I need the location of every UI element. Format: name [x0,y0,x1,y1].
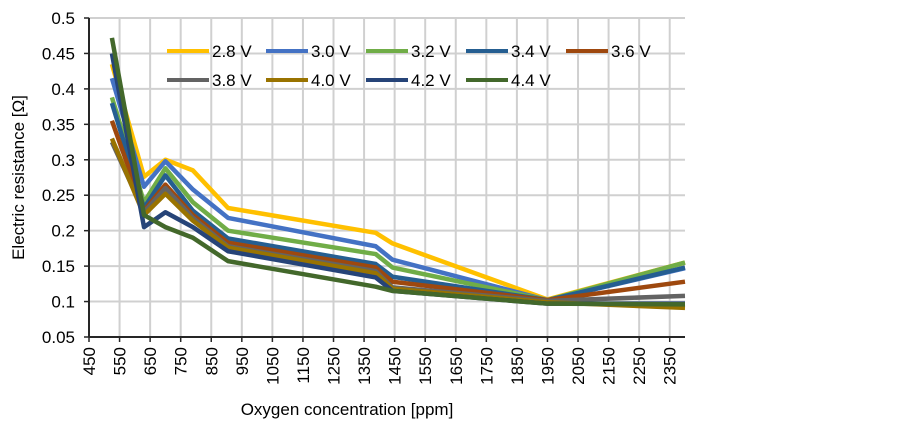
legend-label: 4.4 V [511,71,551,90]
y-tick-label: 0.5 [51,9,75,28]
x-tick-label: 1650 [447,347,466,385]
legend-label: 3.6 V [611,42,651,61]
y-tick-label: 0.2 [51,222,75,241]
legend-item: 3.4 V [466,42,551,61]
legend-label: 4.2 V [411,71,451,90]
x-tick-label: 1350 [355,347,374,385]
x-tick-label: 1750 [477,347,496,385]
x-tick-label: 1250 [325,347,344,385]
y-tick-label: 0.15 [42,257,75,276]
x-tick-label: 650 [141,347,160,375]
y-tick-label: 0.1 [51,293,75,312]
y-tick-label: 0.35 [42,115,75,134]
legend-item: 4.0 V [266,71,351,90]
x-tick-label: 2350 [661,347,680,385]
x-tick-label: 1950 [538,347,557,385]
y-axis-title: Electric resistance [Ω] [9,95,28,260]
legend-label: 2.8 V [212,42,252,61]
series-layer [109,37,686,311]
legend-label: 3.4 V [511,42,551,61]
legend-item: 3.8 V [167,71,252,90]
x-tick-label: 1050 [263,347,282,385]
series-line-44V [109,37,686,307]
legend-item: 3.0 V [266,42,351,61]
x-tick-label: 950 [233,347,252,375]
legend-item: 2.8 V [167,42,252,61]
series-line-32V [109,96,686,303]
grid [89,17,685,337]
series-line-36V [109,120,686,303]
legend-label: 4.0 V [311,71,351,90]
legend: 2.8 V 3.0 V 3.2 V 3.4 V 3.6 V 3.8 V 4.0 V 4.2 V… [167,42,651,90]
legend-item: 4.4 V [466,71,551,90]
axes [88,18,685,338]
y-tick-label: 0.25 [42,186,75,205]
legend-item: 4.2 V [366,71,451,90]
series-line-28V [109,63,686,302]
x-ticks: 450 550 650 750 850 950 1050 1150 1250 1350 1450 15… [80,337,680,385]
x-tick-label: 750 [172,347,191,375]
x-tick-label: 850 [202,347,221,375]
x-tick-label: 2250 [630,347,649,385]
x-tick-label: 1450 [386,347,405,385]
legend-label: 3.2 V [411,42,451,61]
x-axis-title: Oxygen concentration [ppm] [241,400,454,419]
legend-item: 3.2 V [366,42,451,61]
legend-item: 3.6 V [566,42,651,61]
x-tick-label: 1550 [416,347,435,385]
y-ticks: 0.05 0.1 0.15 0.2 0.25 0.3 0.35 0.4 0.45 0.5 [42,9,89,347]
x-tick-label: 2150 [600,347,619,385]
y-tick-label: 0.45 [42,44,75,63]
x-tick-label: 1150 [294,347,313,384]
x-tick-label: 550 [111,347,130,375]
y-tick-label: 0.3 [51,151,75,170]
y-tick-label: 0.4 [51,80,75,99]
x-tick-label: 2050 [569,347,588,385]
legend-label: 3.0 V [311,42,351,61]
y-tick-label: 0.05 [42,328,75,347]
x-tick-label: 450 [80,347,99,375]
series-line-30V [109,77,686,303]
legend-label: 3.8 V [212,71,252,90]
x-tick-label: 1850 [508,347,527,385]
